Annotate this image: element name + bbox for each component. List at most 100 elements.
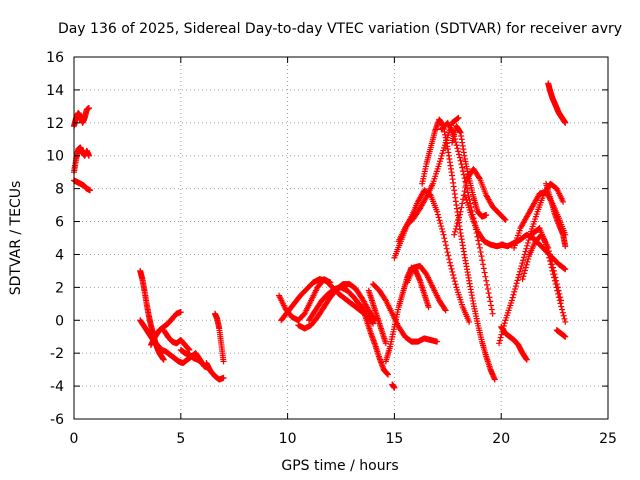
data-point <box>513 280 520 287</box>
series-arc-29 <box>498 323 530 363</box>
data-point <box>522 264 529 271</box>
data-point <box>521 267 528 274</box>
y-tick-label: 12 <box>46 116 64 132</box>
data-point <box>555 290 562 297</box>
data-point <box>555 294 562 301</box>
data-point <box>559 306 566 313</box>
data-point <box>547 258 554 265</box>
data-point <box>482 273 489 280</box>
data-point <box>511 288 518 295</box>
data-point <box>456 211 463 218</box>
data-point <box>562 266 569 273</box>
data-point <box>522 248 529 255</box>
data-point <box>463 179 470 186</box>
data-point <box>476 174 483 181</box>
y-tick-label: 8 <box>55 182 64 198</box>
data-point <box>485 290 492 297</box>
data-point <box>479 257 486 264</box>
data-point <box>498 331 505 338</box>
data-point <box>441 306 448 313</box>
data-point <box>458 204 465 211</box>
data-point <box>456 151 463 158</box>
data-point <box>550 271 557 278</box>
data-point <box>457 208 464 215</box>
data-point <box>369 319 376 326</box>
data-point <box>523 261 530 268</box>
data-point <box>521 251 528 258</box>
data-point <box>460 171 467 178</box>
data-point <box>562 119 569 126</box>
y-tick-label: -2 <box>50 346 64 362</box>
x-axis-title: GPS time / hours <box>281 458 398 474</box>
data-point <box>370 320 377 327</box>
data-point <box>556 297 563 304</box>
data-point <box>446 259 453 266</box>
data-point <box>443 245 450 252</box>
data-point <box>442 307 449 314</box>
data-point <box>509 294 516 301</box>
data-point <box>477 248 484 255</box>
data-point <box>523 356 530 363</box>
data-point <box>481 269 488 276</box>
data-point <box>561 315 568 322</box>
data-point <box>515 274 522 281</box>
data-point <box>521 270 528 277</box>
data-point <box>220 358 227 365</box>
data-point <box>512 283 519 290</box>
series-arc-33 <box>530 225 569 325</box>
data-point <box>562 318 569 325</box>
data-point <box>480 261 487 268</box>
data-point <box>85 152 92 159</box>
data-point <box>549 267 556 274</box>
y-axis-title: SDTVAR / TECUs <box>8 181 24 296</box>
data-point <box>450 272 457 279</box>
data-point <box>551 274 558 281</box>
data-point <box>440 147 447 154</box>
data-point <box>459 200 466 207</box>
series-arc-19 <box>389 381 398 391</box>
series-arc-18 <box>382 264 432 365</box>
data-point <box>476 241 483 248</box>
data-point <box>546 254 553 261</box>
data-point <box>452 228 459 235</box>
data-point <box>434 208 441 215</box>
data-point <box>518 262 525 269</box>
data-point <box>486 294 493 301</box>
data-points <box>71 80 569 391</box>
data-point <box>519 260 526 267</box>
data-point <box>552 281 559 288</box>
data-point <box>450 275 457 282</box>
series-arc-34 <box>543 180 569 250</box>
data-point <box>496 337 503 344</box>
series-arc-13 <box>295 281 379 332</box>
data-point <box>439 228 446 235</box>
data-point <box>548 264 555 271</box>
series-arc-22 <box>404 262 449 314</box>
data-point <box>551 277 558 284</box>
data-point <box>520 254 527 261</box>
data-point <box>489 310 496 317</box>
data-point <box>436 160 443 167</box>
data-point <box>524 258 531 265</box>
data-point <box>449 268 456 275</box>
data-point <box>438 223 445 230</box>
data-point <box>562 243 569 250</box>
data-point <box>488 302 495 309</box>
data-point <box>520 257 527 264</box>
series-arc-17 <box>370 281 441 345</box>
series-arc-36 <box>545 80 569 126</box>
axis-ticks: 0 5 10 15 20 25 -6 -4 -2 0 2 4 6 8 10 12 14 16 <box>46 50 617 447</box>
data-point <box>510 291 517 298</box>
data-point <box>496 340 503 347</box>
data-point <box>456 154 463 161</box>
y-tick-label: 6 <box>55 215 64 231</box>
data-point <box>453 142 460 149</box>
plot-frame <box>73 56 609 420</box>
series-arc-10 <box>211 310 227 365</box>
data-point <box>391 384 398 391</box>
series-arc-8 <box>177 346 206 367</box>
data-point <box>440 231 447 238</box>
series-arc-16 <box>365 287 389 347</box>
series-arc-21 <box>395 187 473 325</box>
